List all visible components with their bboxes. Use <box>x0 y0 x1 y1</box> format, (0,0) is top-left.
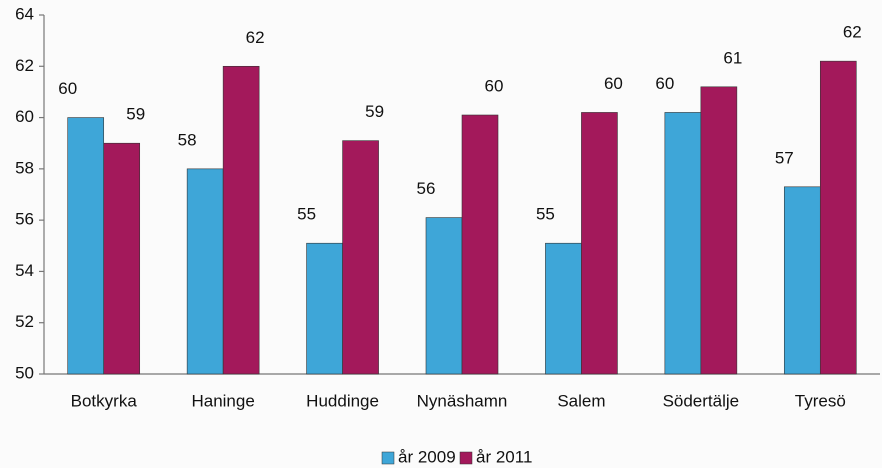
x-tick-label: Huddinge <box>306 391 379 410</box>
y-tick-label: 50 <box>15 363 34 382</box>
legend-label: år 2009 <box>398 447 456 466</box>
y-tick-label: 56 <box>15 210 34 229</box>
x-tick-label: Södertälje <box>663 391 740 410</box>
bar <box>342 140 379 375</box>
y-tick-label: 52 <box>15 312 34 331</box>
data-label: 55 <box>297 205 316 224</box>
legend-swatch <box>459 451 473 465</box>
data-label: 58 <box>178 130 197 149</box>
bar <box>819 60 857 375</box>
data-label: 56 <box>417 179 436 198</box>
data-label: 62 <box>246 28 265 47</box>
data-label: 61 <box>723 48 742 67</box>
y-tick-label: 62 <box>15 56 34 75</box>
bar <box>545 242 582 375</box>
x-tick-label: Salem <box>557 391 605 410</box>
data-label: 60 <box>485 76 504 95</box>
data-label: 57 <box>775 148 794 167</box>
bar <box>425 217 463 375</box>
y-tick-label: 60 <box>15 107 34 126</box>
data-label: 55 <box>536 205 555 224</box>
bar <box>664 112 702 375</box>
y-tick-label: 58 <box>15 158 34 177</box>
data-label: 60 <box>655 74 674 93</box>
x-tick-label: Tyresö <box>795 391 846 410</box>
data-label: 60 <box>604 74 623 93</box>
x-tick-label: Haninge <box>191 391 254 410</box>
data-label: 60 <box>58 79 77 98</box>
bar <box>186 168 224 375</box>
data-label: 59 <box>126 105 145 124</box>
bar <box>67 117 105 375</box>
bar <box>306 242 343 375</box>
y-tick-label: 64 <box>15 4 34 23</box>
data-label: 59 <box>365 102 384 121</box>
y-tick-label: 54 <box>15 261 34 280</box>
bar <box>581 112 618 375</box>
x-tick-label: Botkyrka <box>71 391 138 410</box>
bar <box>103 142 141 375</box>
legend-swatch <box>381 451 395 465</box>
bar <box>222 65 260 375</box>
data-label: 62 <box>843 23 862 42</box>
bar <box>461 114 499 375</box>
bar <box>783 186 821 375</box>
legend-label: år 2011 <box>476 447 532 466</box>
bar <box>700 86 738 375</box>
x-tick-label: Nynäshamn <box>417 391 508 410</box>
